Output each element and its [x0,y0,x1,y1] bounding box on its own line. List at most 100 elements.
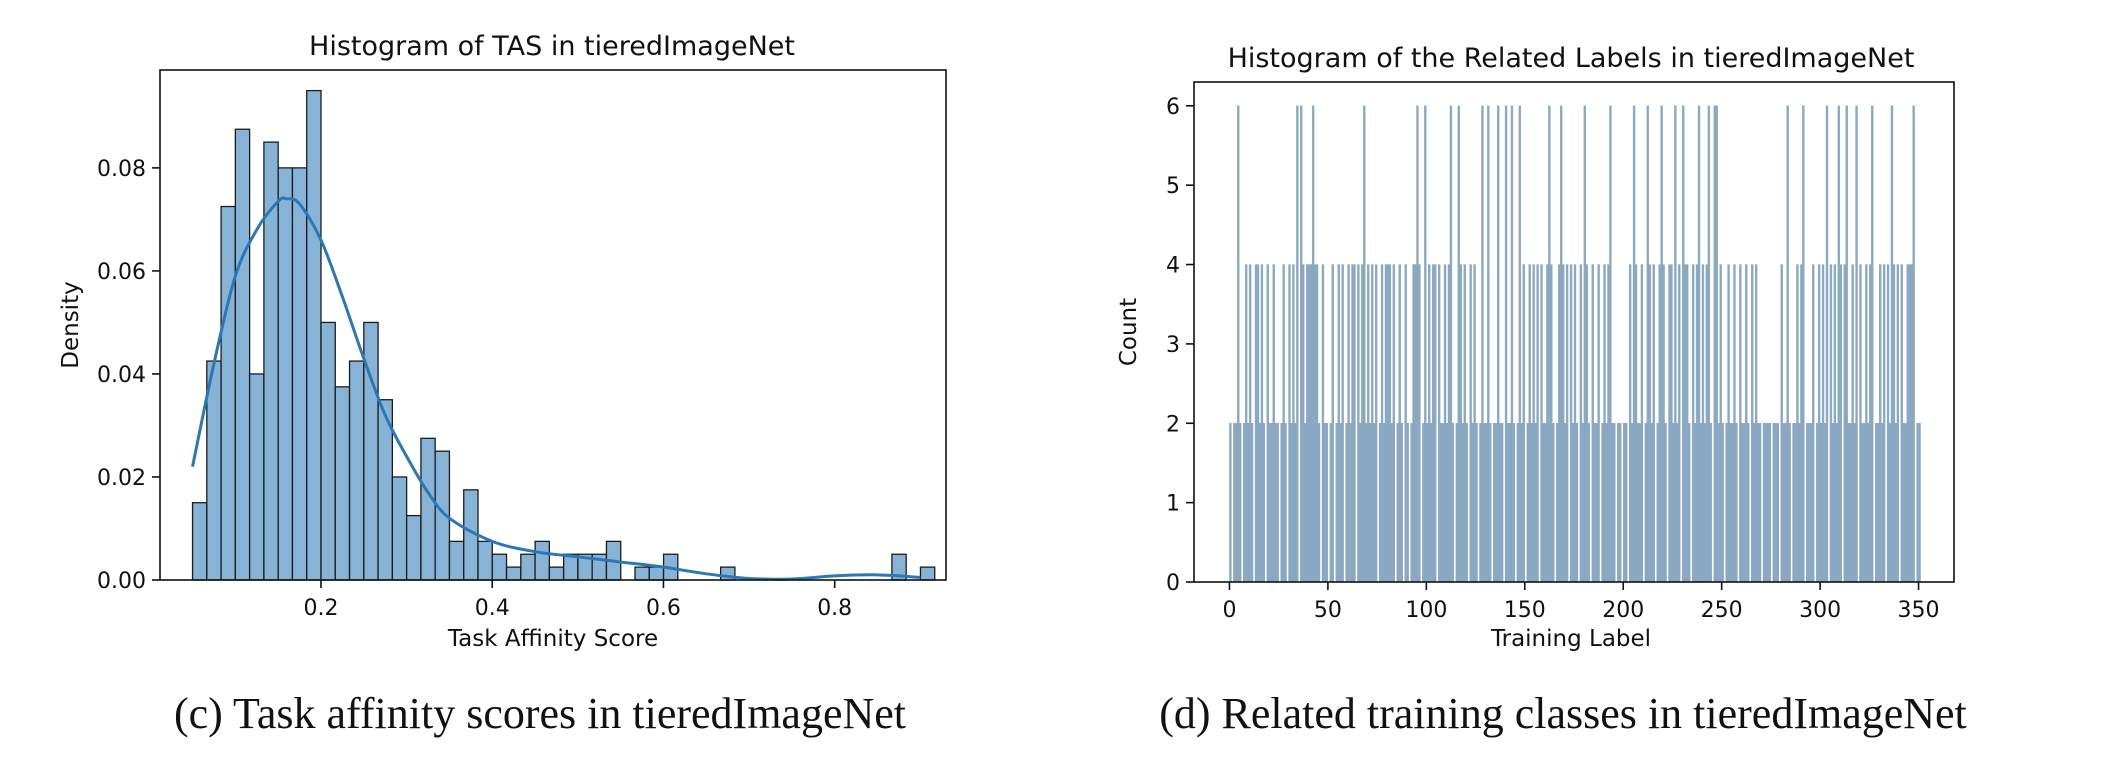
histogram-bar [1902,423,1905,583]
plot-frame [1193,81,1955,583]
histogram-bar [191,502,208,581]
histogram-bar [1871,105,1874,583]
histogram-bar [1323,423,1327,583]
histogram-bar [1810,423,1813,583]
histogram-bar [1739,264,1742,583]
histogram-bar [1788,423,1791,583]
histogram-bar [505,566,522,581]
histogram-bar [1687,423,1691,583]
histogram-bar [1309,264,1313,583]
histogram-bar [1646,105,1650,583]
histogram-bar [1302,264,1305,583]
histogram-bar [1471,423,1474,583]
histogram-bar [1239,423,1242,583]
histogram-bar [1754,264,1758,583]
histogram-bar [1528,264,1531,583]
histogram-bar [1386,264,1390,583]
histogram-bar [1349,423,1352,583]
histogram-bar [1853,423,1856,583]
histogram-bar [1426,423,1429,583]
histogram-bar [1414,264,1417,583]
histogram-bar [1686,264,1689,583]
histogram-bar [1593,423,1596,583]
histogram-bar [1457,105,1461,583]
histogram-bar [1365,423,1368,583]
histogram-bar [1445,423,1449,583]
histogram-bar [1563,423,1567,583]
histogram-bar [1520,423,1524,583]
histogram-bar [1650,423,1653,583]
histogram-bar [1558,264,1561,583]
histogram-bar [1776,423,1779,583]
histogram-bar [1695,264,1699,583]
histogram-bar [1707,105,1711,583]
histogram-bar [1361,264,1364,583]
y-tick-label: 0.04 [97,363,146,388]
histogram-bar [1613,423,1616,583]
histogram-bar [1717,423,1720,583]
histogram-bar [1534,423,1537,583]
histogram-bar [1489,423,1492,583]
histogram-bar [1439,423,1443,583]
histogram-bar [1605,423,1608,583]
histogram-bar [919,566,936,581]
histogram-bar [1634,264,1638,583]
histogram-bar [1447,264,1451,583]
histogram-bar [1668,264,1671,583]
histogram-bar [1282,264,1285,583]
x-axis-label: Task Affinity Score [447,626,658,652]
histogram-bar [1628,264,1632,583]
histogram-bar [1715,105,1718,583]
histogram-bar [1691,264,1695,583]
histogram-bar [1244,264,1248,583]
histogram-bar [1406,423,1409,583]
histogram-bar [1315,264,1319,583]
histogram-bar [491,553,508,581]
histogram-bar [1280,423,1283,583]
histogram-bar [1374,264,1378,583]
histogram-bar [1821,264,1825,583]
histogram-bar [1337,264,1340,583]
histogram-bar [1288,264,1291,583]
histogram-bar [1500,423,1504,583]
histogram-bar [1341,264,1344,583]
histogram-bar [1652,264,1655,583]
histogram-bar [1674,105,1677,583]
histogram-bar [1766,423,1770,583]
histogram-bar [1817,264,1821,583]
histogram-bar [1892,264,1896,583]
histogram-bar [1380,264,1384,583]
histogram-bar [1434,264,1437,583]
histogram-bar [1416,105,1419,583]
histogram-bar [1597,264,1600,583]
histogram-bar [405,514,422,581]
histogram-bar [1839,264,1842,583]
histogram-bar [1396,423,1399,583]
histogram-bar [1894,423,1898,583]
histogram-bar [1331,264,1334,583]
histogram-bar [1483,423,1486,583]
histogram-bar [1276,423,1279,583]
histogram-bar [1443,264,1447,583]
x-axis-ticks: 0.2 0.4 0.6 0.8 [303,580,852,621]
histogram-bar [1384,264,1388,583]
histogram-bar [1701,264,1705,583]
histogram-bar [391,476,408,581]
histogram-bar [1656,423,1659,583]
histogram-bar [1916,423,1919,583]
histogram-bar [1498,423,1502,583]
histogram-bar [448,540,465,581]
histogram-bar [1481,105,1484,583]
histogram-bar [1880,423,1884,583]
histogram-bar [1705,264,1709,583]
histogram-bar [1510,105,1514,583]
histogram-bar [1432,264,1435,583]
histogram-bar [1638,423,1642,583]
histogram-bar [1371,264,1374,583]
histogram-bar [348,360,365,581]
histogram-bar [1235,423,1238,583]
chart-tas-histogram: Histogram of TAS in tieredImageNet 0.2 0.… [58,31,947,738]
histogram-bar [1518,105,1522,583]
histogram-bar [1837,105,1841,583]
histogram-bar [1751,264,1754,583]
